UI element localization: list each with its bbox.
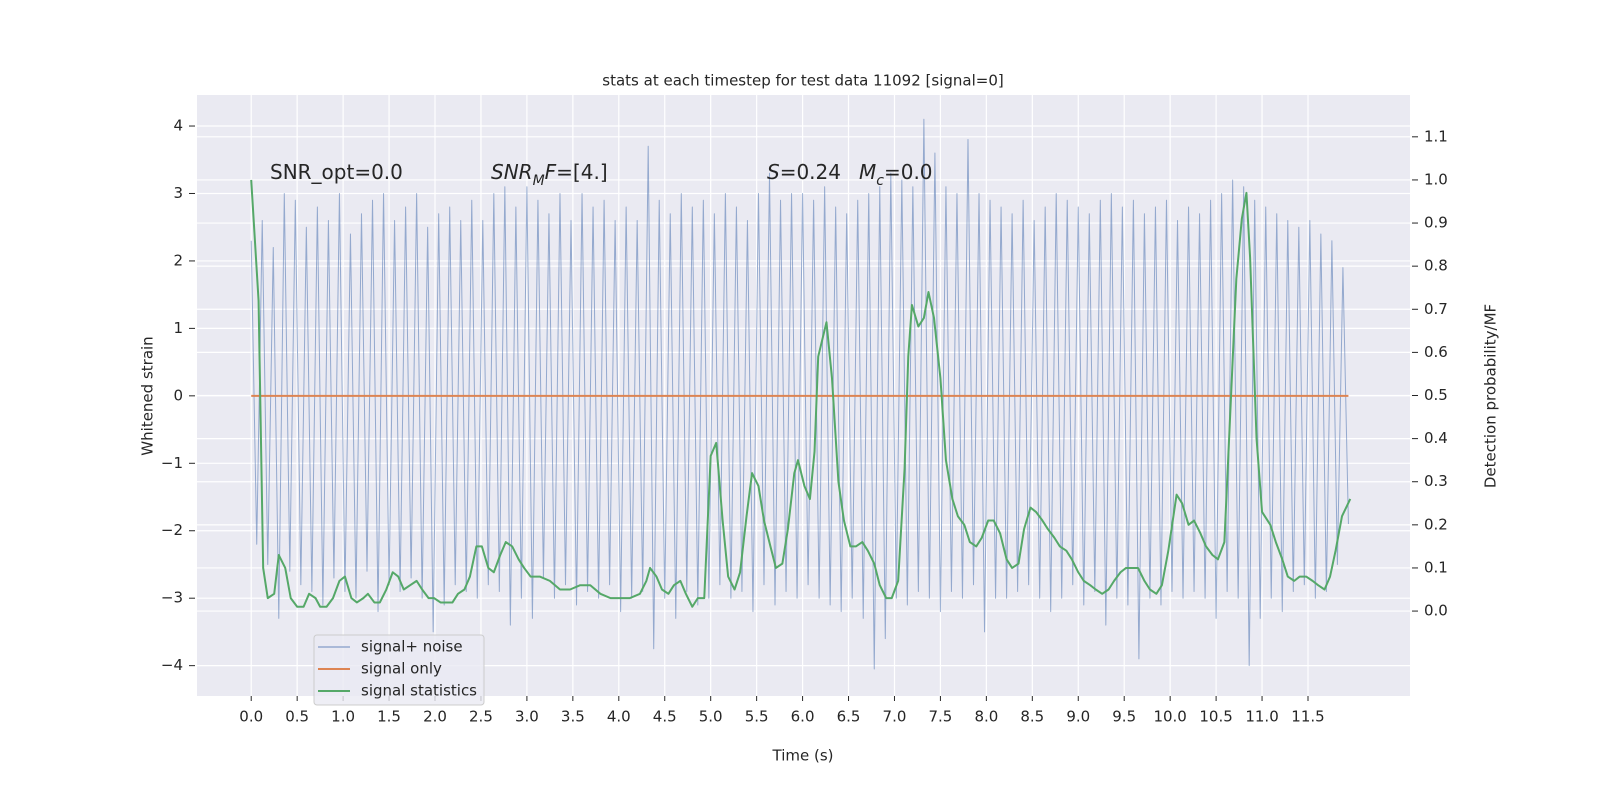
x-tick-label: 1.0 bbox=[331, 708, 355, 726]
x-axis-label: Time (s) bbox=[772, 747, 834, 765]
x-tick-label: 5.5 bbox=[745, 708, 769, 726]
y-axis-label: Whitened strain bbox=[139, 336, 157, 455]
x-tick-label: 3.0 bbox=[515, 708, 539, 726]
annotation-part: =0.0 bbox=[884, 160, 933, 184]
x-tick-label: 4.5 bbox=[653, 708, 677, 726]
x-tick-label: 3.5 bbox=[561, 708, 585, 726]
x-tick-label: 10.0 bbox=[1153, 708, 1186, 726]
annotation-part: M bbox=[859, 160, 876, 184]
y2-tick-label: 0.0 bbox=[1424, 602, 1448, 620]
annotation-part: c bbox=[876, 173, 884, 189]
y2-tick-label: 0.5 bbox=[1424, 386, 1448, 404]
legend-label: signal only bbox=[361, 660, 442, 678]
x-tick-label: 8.0 bbox=[974, 708, 998, 726]
y-tick-label: −2 bbox=[161, 521, 183, 539]
legend-box bbox=[313, 634, 485, 706]
x-tick-label: 10.5 bbox=[1199, 708, 1232, 726]
y-tick-label: 2 bbox=[173, 251, 183, 269]
y2-tick-label: 0.7 bbox=[1424, 300, 1448, 318]
y2-tick-label: 1.0 bbox=[1424, 170, 1448, 188]
y-tick-label: 3 bbox=[173, 184, 183, 202]
x-tick-label: 7.5 bbox=[928, 708, 952, 726]
legend-label: signal statistics bbox=[361, 682, 477, 700]
legend-label: signal+ noise bbox=[361, 638, 463, 656]
y2-tick-label: 0.2 bbox=[1424, 515, 1448, 533]
y2-tick-label: 0.9 bbox=[1424, 214, 1448, 232]
x-tick-label: 6.0 bbox=[791, 708, 815, 726]
x-tick-label: 2.5 bbox=[469, 708, 493, 726]
annotation: Mc=0.0 bbox=[859, 160, 933, 190]
x-tick-label: 0.0 bbox=[239, 708, 263, 726]
y2-tick-label: 0.8 bbox=[1424, 257, 1448, 275]
x-tick-label: 1.5 bbox=[377, 708, 401, 726]
x-tick-label: 6.5 bbox=[837, 708, 861, 726]
x-tick-label: 8.5 bbox=[1020, 708, 1044, 726]
y-tick-label: −3 bbox=[161, 589, 183, 607]
annotation-part: M bbox=[533, 173, 545, 189]
y-tick-label: −4 bbox=[161, 656, 183, 674]
annotation: SNRMF=[4.] bbox=[491, 160, 608, 190]
x-tick-label: 4.0 bbox=[607, 708, 631, 726]
x-tick-label: 11.5 bbox=[1291, 708, 1324, 726]
y2-tick-label: 0.3 bbox=[1424, 472, 1448, 490]
annotation-part: =[4.] bbox=[556, 160, 607, 184]
y-tick-label: 0 bbox=[173, 386, 183, 404]
annotation-part: S bbox=[767, 160, 780, 184]
y2-axis-label: Detection probability/MF bbox=[1482, 304, 1500, 488]
annotation-part: SNR bbox=[491, 160, 533, 184]
y-tick-label: 4 bbox=[173, 117, 183, 135]
y-tick-label: −1 bbox=[161, 454, 183, 472]
y2-tick-label: 0.1 bbox=[1424, 558, 1448, 576]
annotation-part: F bbox=[545, 160, 557, 184]
series-line bbox=[250, 179, 1352, 608]
y-tick-label: 1 bbox=[173, 319, 183, 337]
annotation: SNR_opt=0.0 bbox=[270, 160, 403, 184]
y2-tick-label: 0.6 bbox=[1424, 343, 1448, 361]
legend: signal+ noise signal only signal statistic… bbox=[313, 634, 485, 706]
x-tick-label: 9.5 bbox=[1112, 708, 1136, 726]
annotation: S=0.24 bbox=[767, 160, 841, 184]
y2-tick-label: 1.1 bbox=[1424, 127, 1448, 145]
x-tick-label: 5.0 bbox=[699, 708, 723, 726]
x-tick-label: 11.0 bbox=[1245, 708, 1278, 726]
y2-tick-label: 0.4 bbox=[1424, 429, 1448, 447]
x-tick-label: 7.0 bbox=[883, 708, 907, 726]
x-tick-label: 0.5 bbox=[285, 708, 309, 726]
x-tick-label: 9.0 bbox=[1066, 708, 1090, 726]
annotation-part: =0.24 bbox=[780, 160, 841, 184]
x-tick-label: 2.0 bbox=[423, 708, 447, 726]
annotation-part: SNR_opt=0.0 bbox=[270, 160, 403, 184]
chart-title: stats at each timestep for test data 110… bbox=[602, 72, 1003, 90]
